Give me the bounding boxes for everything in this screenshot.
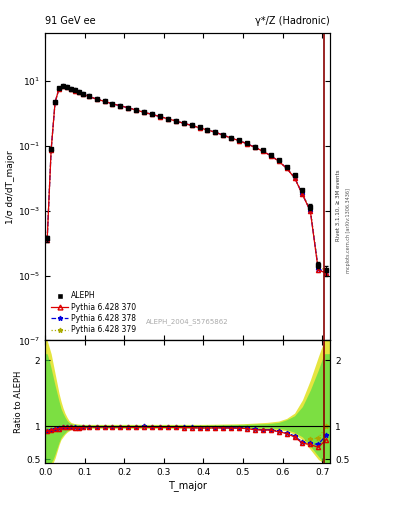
Y-axis label: 1/σ dσ/dT_major: 1/σ dσ/dT_major xyxy=(6,150,15,224)
Text: mcplots.cern.ch [arXiv:1306.3436]: mcplots.cern.ch [arXiv:1306.3436] xyxy=(346,188,351,273)
Y-axis label: Ratio to ALEPH: Ratio to ALEPH xyxy=(14,371,23,433)
Legend: ALEPH, Pythia 6.428 370, Pythia 6.428 378, Pythia 6.428 379: ALEPH, Pythia 6.428 370, Pythia 6.428 37… xyxy=(49,289,139,337)
Text: γ*/Z (Hadronic): γ*/Z (Hadronic) xyxy=(255,15,330,26)
X-axis label: T_major: T_major xyxy=(168,480,207,491)
Text: 91 GeV ee: 91 GeV ee xyxy=(45,15,96,26)
Text: ALEPH_2004_S5765862: ALEPH_2004_S5765862 xyxy=(146,318,229,326)
Text: Rivet 3.1.10, ≥ 3M events: Rivet 3.1.10, ≥ 3M events xyxy=(336,169,341,241)
